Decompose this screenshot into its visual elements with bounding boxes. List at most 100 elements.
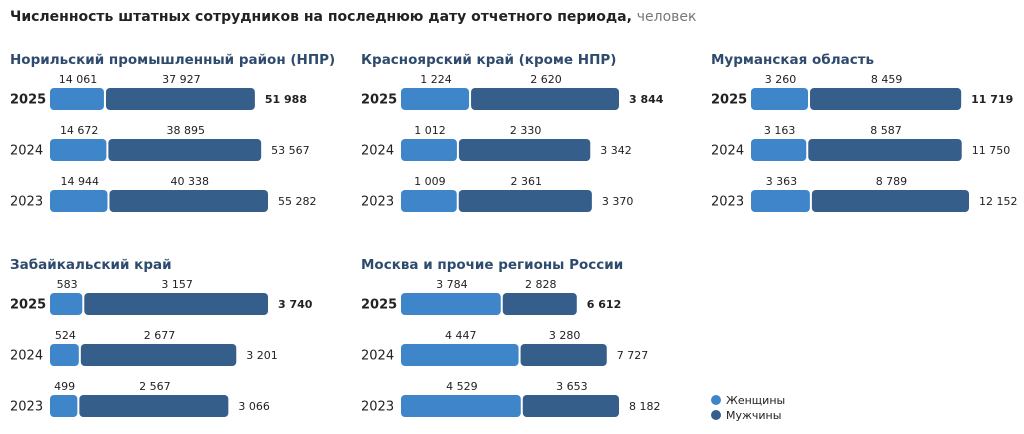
segment-label: 40 338 [170, 175, 209, 188]
year-label: 2024 [361, 349, 394, 364]
bar-segment [811, 190, 969, 212]
segment-label: 1 224 [420, 73, 452, 86]
segment-label: 3 280 [549, 329, 581, 342]
bar-segment [80, 344, 237, 366]
bar-segment [502, 293, 577, 315]
bar-segment [84, 293, 268, 315]
year-label: 2023 [361, 195, 394, 210]
page-title: Численность штатных сотрудников на после… [10, 9, 697, 25]
panel-title: Мурманская область [711, 52, 874, 68]
segment-label: 14 061 [59, 73, 98, 86]
year-label: 2025 [361, 93, 397, 108]
panel-title: Забайкальский край [10, 257, 172, 273]
segment-label: 4 529 [446, 380, 478, 393]
segment-label: 4 447 [445, 329, 477, 342]
segment-label: 14 672 [60, 124, 99, 137]
total-label: 51 988 [265, 93, 307, 106]
year-label: 2025 [361, 298, 397, 313]
total-label: 3 370 [602, 195, 634, 208]
bar-segment [50, 190, 108, 212]
bar-segment [50, 139, 107, 161]
segment-label: 524 [55, 329, 76, 342]
segment-label: 37 927 [162, 73, 201, 86]
segment-label: 1 009 [414, 175, 446, 188]
segment-label: 8 789 [876, 175, 908, 188]
bar-segment [50, 344, 79, 366]
segment-label: 1 012 [414, 124, 446, 137]
segment-label: 2 330 [510, 124, 542, 137]
panel-title: Москва и прочие регионы России [361, 257, 623, 273]
segment-label: 38 895 [167, 124, 206, 137]
year-label: 2023 [10, 195, 43, 210]
bar-segment [401, 395, 521, 417]
total-label: 6 612 [587, 298, 621, 311]
total-label: 12 152 [979, 195, 1018, 208]
segment-label: 3 157 [161, 278, 193, 291]
segment-label: 14 944 [60, 175, 99, 188]
bar-segment [105, 88, 255, 110]
segment-label: 3 163 [764, 124, 796, 137]
year-label: 2023 [361, 400, 394, 415]
total-label: 3 201 [246, 349, 278, 362]
bar-segment [108, 139, 262, 161]
legend-label: Мужчины [726, 409, 781, 422]
bar-segment [50, 395, 78, 417]
bar-segment [471, 88, 619, 110]
segment-label: 8 587 [870, 124, 902, 137]
panel-title: Красноярский край (кроме НПР) [361, 52, 616, 68]
total-label: 11 719 [971, 93, 1013, 106]
year-label: 2023 [711, 195, 744, 210]
bar-segment [401, 344, 519, 366]
bar-segment [808, 139, 962, 161]
year-label: 2024 [10, 144, 43, 159]
bar-segment [458, 139, 591, 161]
segment-label: 2 677 [144, 329, 176, 342]
segment-label: 2 620 [530, 73, 562, 86]
total-label: 11 750 [972, 144, 1011, 157]
year-label: 2024 [361, 144, 394, 159]
year-label: 2023 [10, 400, 43, 415]
total-label: 7 727 [617, 349, 649, 362]
total-label: 3 844 [629, 93, 664, 106]
segment-label: 3 784 [436, 278, 468, 291]
bar-segment [50, 88, 104, 110]
segment-label: 2 828 [525, 278, 557, 291]
bar-segment [751, 190, 810, 212]
legend-label: Женщины [726, 394, 785, 407]
bar-segment [401, 139, 457, 161]
bar-segment [810, 88, 962, 110]
panel-title: Норильский промышленный район (НПР) [10, 52, 335, 68]
bar-segment [79, 395, 229, 417]
year-label: 2024 [10, 349, 43, 364]
total-label: 8 182 [629, 400, 661, 413]
total-label: 3 342 [600, 144, 632, 157]
bar-segment [751, 88, 809, 110]
legend-swatch [711, 395, 721, 405]
title-text: Численность штатных сотрудников на после… [10, 9, 632, 25]
year-label: 2024 [711, 144, 744, 159]
bar-segment [109, 190, 269, 212]
bar-segment [401, 190, 457, 212]
bar-segment [458, 190, 592, 212]
bar-segment [522, 395, 619, 417]
year-label: 2025 [711, 93, 747, 108]
segment-label: 3 260 [765, 73, 797, 86]
segment-label: 499 [54, 380, 75, 393]
bar-segment [751, 139, 807, 161]
segment-label: 2 567 [139, 380, 171, 393]
total-label: 3 066 [238, 400, 270, 413]
total-label: 55 282 [278, 195, 317, 208]
year-label: 2025 [10, 93, 46, 108]
total-label: 3 740 [278, 298, 313, 311]
bar-segment [401, 88, 470, 110]
legend-swatch [711, 410, 721, 420]
segment-label: 3 653 [556, 380, 588, 393]
bar-segment [520, 344, 607, 366]
segment-label: 583 [57, 278, 78, 291]
segment-label: 3 363 [766, 175, 798, 188]
unit: человек [637, 9, 697, 25]
year-label: 2025 [10, 298, 46, 313]
segment-label: 8 459 [871, 73, 903, 86]
total-label: 53 567 [271, 144, 310, 157]
